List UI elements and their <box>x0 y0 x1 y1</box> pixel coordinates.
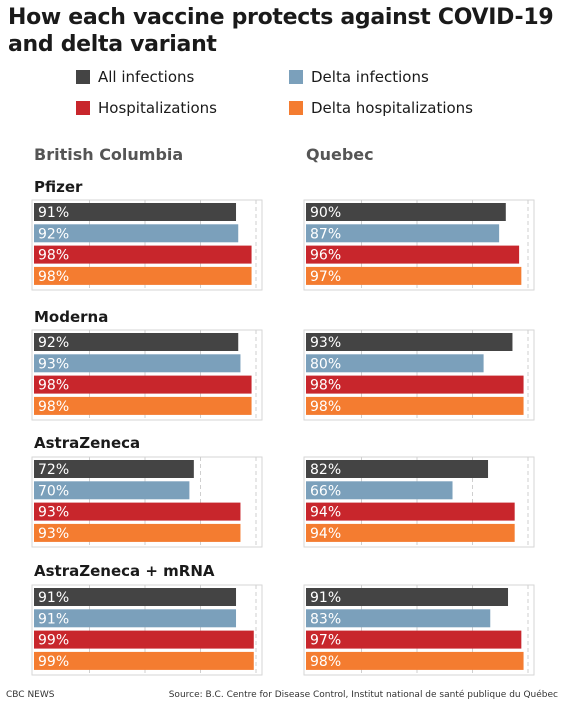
chart-title: How each vaccine protects against COVID-… <box>8 5 554 57</box>
legend-item-hospitalizations: Hospitalizations <box>76 98 217 118</box>
data-label-astrazeneca-bc-delta-infections: 70% <box>38 483 69 499</box>
bar-astrazeneca-qc-all-infections <box>306 460 489 478</box>
bar-astrazeneca-mrna-bc-all-infections <box>34 588 237 606</box>
bar-astrazeneca-qc-delta-infections <box>306 481 453 500</box>
bar-moderna-qc-all-infections <box>306 333 513 351</box>
footer-credit: CBC NEWS <box>6 690 55 700</box>
bar-pfizer-qc-delta-hospitalizations <box>306 266 522 285</box>
legend-swatch-all-infections <box>76 70 90 84</box>
bar-pfizer-qc-hospitalizations <box>306 245 520 264</box>
data-label-astrazeneca-mrna-bc-hospitalizations: 99% <box>38 633 69 649</box>
bar-pfizer-bc-delta-infections <box>34 224 239 243</box>
data-label-astrazeneca-qc-delta-infections: 66% <box>310 483 341 499</box>
data-label-astrazeneca-bc-hospitalizations: 93% <box>38 505 69 521</box>
data-label-astrazeneca-mrna-bc-all-infections: 91% <box>38 590 69 606</box>
bar-moderna-qc-hospitalizations <box>306 375 524 394</box>
bar-moderna-bc-delta-infections <box>34 354 241 373</box>
panel-moderna-bc <box>31 329 263 421</box>
panel-pfizer-bc <box>31 199 263 291</box>
data-label-pfizer-bc-hospitalizations: 98% <box>38 248 69 264</box>
group-label-moderna: Moderna <box>34 308 109 326</box>
data-label-astrazeneca-bc-all-infections: 72% <box>38 462 69 478</box>
panel-moderna-qc <box>303 329 535 421</box>
data-label-pfizer-bc-all-infections: 91% <box>38 205 69 221</box>
data-label-moderna-qc-delta-hospitalizations: 98% <box>310 399 341 415</box>
data-label-pfizer-bc-delta-infections: 92% <box>38 226 69 242</box>
data-label-moderna-bc-all-infections: 92% <box>38 335 69 351</box>
data-label-astrazeneca-qc-hospitalizations: 94% <box>310 505 341 521</box>
footer-source: Source: B.C. Centre for Disease Control,… <box>168 690 558 700</box>
legend-label-hospitalizations: Hospitalizations <box>98 99 217 117</box>
data-label-astrazeneca-mrna-qc-delta-infections: 83% <box>310 611 341 627</box>
bar-moderna-bc-hospitalizations <box>34 375 252 394</box>
panel-astrazeneca-bc <box>31 456 263 548</box>
bar-astrazeneca-mrna-bc-hospitalizations <box>34 630 254 649</box>
bar-astrazeneca-qc-hospitalizations <box>306 502 515 521</box>
bar-astrazeneca-bc-delta-infections <box>34 481 190 500</box>
legend-swatch-delta-hospitalizations <box>289 101 303 115</box>
group-label-astrazeneca-mrna: AstraZeneca + mRNA <box>34 562 215 580</box>
data-label-moderna-bc-hospitalizations: 98% <box>38 378 69 394</box>
data-label-moderna-qc-hospitalizations: 98% <box>310 378 341 394</box>
bar-astrazeneca-mrna-qc-delta-hospitalizations <box>306 651 524 670</box>
bar-pfizer-qc-all-infections <box>306 203 506 221</box>
region-heading-quebec: Quebec <box>306 145 374 164</box>
data-label-moderna-qc-delta-infections: 80% <box>310 356 341 372</box>
data-label-astrazeneca-mrna-bc-delta-infections: 91% <box>38 611 69 627</box>
data-label-astrazeneca-qc-all-infections: 82% <box>310 462 341 478</box>
bar-moderna-bc-all-infections <box>34 333 239 351</box>
bar-pfizer-qc-delta-infections <box>306 224 500 243</box>
data-label-pfizer-qc-delta-hospitalizations: 97% <box>310 269 341 285</box>
bar-astrazeneca-mrna-qc-hospitalizations <box>306 630 522 649</box>
data-label-pfizer-qc-hospitalizations: 96% <box>310 248 341 264</box>
bar-pfizer-bc-delta-hospitalizations <box>34 266 252 285</box>
bar-astrazeneca-mrna-qc-delta-infections <box>306 609 491 628</box>
bar-astrazeneca-mrna-qc-all-infections <box>306 588 509 606</box>
bar-pfizer-bc-all-infections <box>34 203 237 221</box>
bar-moderna-qc-delta-hospitalizations <box>306 396 524 415</box>
bar-moderna-qc-delta-infections <box>306 354 484 373</box>
data-label-moderna-bc-delta-infections: 93% <box>38 356 69 372</box>
legend-swatch-delta-infections <box>289 70 303 84</box>
panel-astrazeneca-qc <box>303 456 535 548</box>
legend-swatch-hospitalizations <box>76 101 90 115</box>
data-label-pfizer-bc-delta-hospitalizations: 98% <box>38 269 69 285</box>
legend-label-delta-hospitalizations: Delta hospitalizations <box>311 99 473 117</box>
data-label-pfizer-qc-all-infections: 90% <box>310 205 341 221</box>
data-label-astrazeneca-mrna-bc-delta-hospitalizations: 99% <box>38 654 69 670</box>
panel-pfizer-qc <box>303 199 535 291</box>
bar-astrazeneca-mrna-bc-delta-infections <box>34 609 237 628</box>
legend-label-all-infections: All infections <box>98 68 195 86</box>
group-label-pfizer: Pfizer <box>34 178 83 196</box>
panel-astrazeneca-mrna-bc <box>31 584 263 676</box>
bar-moderna-bc-delta-hospitalizations <box>34 396 252 415</box>
data-label-moderna-bc-delta-hospitalizations: 98% <box>38 399 69 415</box>
legend-item-delta-hospitalizations: Delta hospitalizations <box>289 98 473 118</box>
legend-item-all-infections: All infections <box>76 67 194 87</box>
data-label-astrazeneca-mrna-qc-delta-hospitalizations: 98% <box>310 654 341 670</box>
data-label-astrazeneca-qc-delta-hospitalizations: 94% <box>310 526 341 542</box>
data-label-astrazeneca-mrna-qc-all-infections: 91% <box>310 590 341 606</box>
bar-astrazeneca-bc-delta-hospitalizations <box>34 523 241 542</box>
group-label-astrazeneca: AstraZeneca <box>34 434 141 452</box>
data-label-astrazeneca-bc-delta-hospitalizations: 93% <box>38 526 69 542</box>
data-label-moderna-qc-all-infections: 93% <box>310 335 341 351</box>
region-heading-british-columbia: British Columbia <box>34 145 184 164</box>
bar-astrazeneca-mrna-bc-delta-hospitalizations <box>34 651 254 670</box>
bar-pfizer-bc-hospitalizations <box>34 245 252 264</box>
data-label-pfizer-qc-delta-infections: 87% <box>310 226 341 242</box>
legend-item-delta-infections: Delta infections <box>289 67 429 87</box>
data-label-astrazeneca-mrna-qc-hospitalizations: 97% <box>310 633 341 649</box>
panel-astrazeneca-mrna-qc <box>303 584 535 676</box>
legend-label-delta-infections: Delta infections <box>311 68 429 86</box>
bar-astrazeneca-bc-all-infections <box>34 460 194 478</box>
bar-astrazeneca-bc-hospitalizations <box>34 502 241 521</box>
bar-astrazeneca-qc-delta-hospitalizations <box>306 523 515 542</box>
